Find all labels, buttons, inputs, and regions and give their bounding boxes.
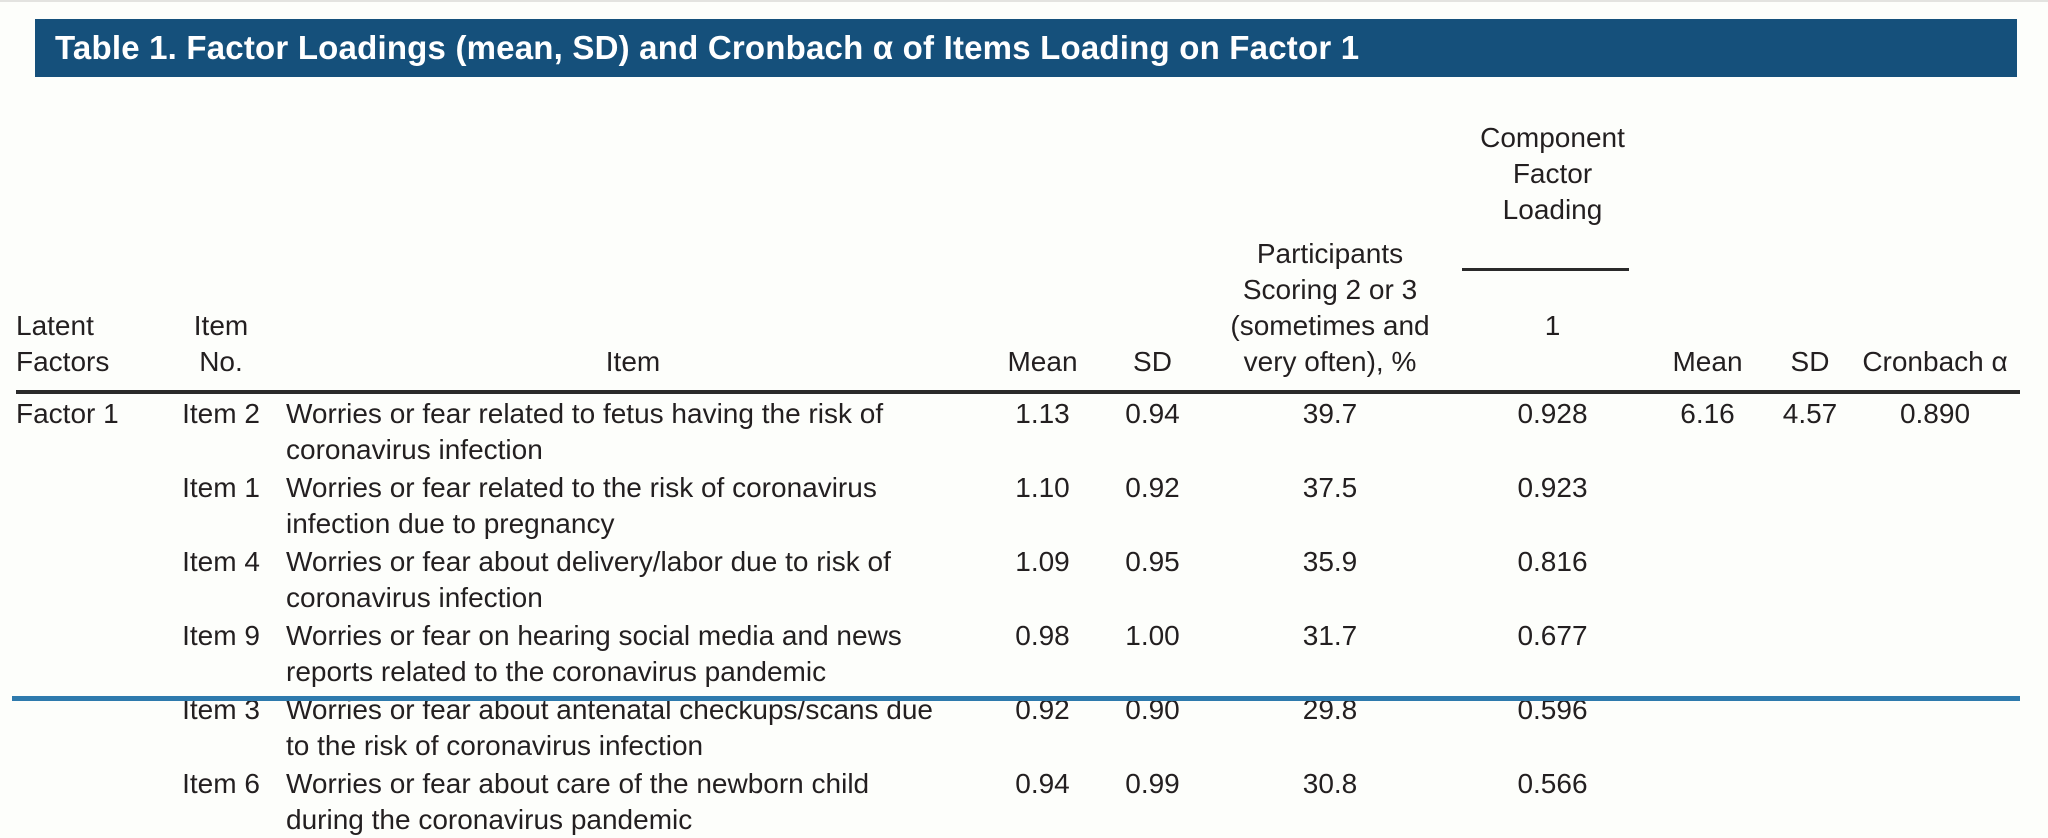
sd-cell: 0.92: [1125, 472, 1180, 503]
sd-cell: 0.90: [1125, 694, 1180, 725]
col-header-sd-factor: SD: [1770, 84, 1850, 394]
latent-factor-cell: [16, 468, 156, 542]
participants-pct-cell: 30.8: [1302, 768, 1358, 799]
sd-cell: 0.99: [1125, 768, 1180, 799]
latent-factor-cell: Factor 1: [16, 398, 119, 429]
item-text-cell: Worries or fear about antenatal checkups…: [286, 694, 933, 761]
cronbach-cell: [1850, 764, 2020, 838]
col-header-participants-pct: Participants Scoring 2 or 3 (sometimes a…: [1200, 84, 1460, 394]
factor-mean-cell: [1645, 542, 1770, 616]
factor-mean-cell: [1645, 468, 1770, 542]
col-header-mean-factor: Mean: [1645, 84, 1770, 394]
loading-cell: 0.677: [1517, 620, 1588, 651]
header-row: Latent Factors Item No. Item Mean SD Par…: [16, 84, 2020, 394]
item-no-cell: Item 3: [182, 694, 260, 725]
col-header-sd-item: SD: [1105, 84, 1200, 394]
table-row-item-1: Item 1 Worries or fear related to the ri…: [16, 468, 2020, 542]
item-text-cell: Worries or fear on hearing social media …: [286, 620, 902, 687]
item-text-cell: Worries or fear related to fetus having …: [286, 398, 884, 465]
col-header-mean-item: Mean: [980, 84, 1105, 394]
col-header-item-no: Item No.: [156, 84, 286, 394]
factor-sd-cell: [1770, 616, 1850, 690]
latent-factor-cell: [16, 764, 156, 838]
factor-sd-cell: 4.57: [1782, 398, 1838, 429]
loading-cell: 0.816: [1517, 546, 1588, 577]
item-text-cell: Worries or fear about delivery/labor due…: [286, 546, 891, 613]
table-row-item-3: Item 3 Worries or fear about antenatal c…: [16, 690, 2020, 764]
cronbach-cell: [1850, 542, 2020, 616]
loading-cell: 0.596: [1517, 694, 1588, 725]
table-row-item-6: Item 6 Worries or fear about care of the…: [16, 764, 2020, 838]
cronbach-cell: [1850, 690, 2020, 764]
latent-factor-cell: [16, 616, 156, 690]
table-row-item-4: Item 4 Worries or fear about delivery/la…: [16, 542, 2020, 616]
bottom-rule: [12, 696, 2020, 701]
factor-mean-cell: [1645, 690, 1770, 764]
item-no-cell: Item 6: [182, 768, 260, 799]
mean-cell: 0.92: [1015, 694, 1070, 725]
factor-sd-cell: [1770, 764, 1850, 838]
factor-sd-cell: [1770, 468, 1850, 542]
mean-cell: 1.10: [1015, 472, 1070, 503]
sd-cell: 0.95: [1125, 546, 1180, 577]
item-no-cell: Item 4: [182, 546, 260, 577]
table-title-bar: Table 1. Factor Loadings (mean, SD) and …: [35, 19, 2017, 77]
factor-mean-cell: [1645, 616, 1770, 690]
participants-pct-cell: 39.7: [1302, 398, 1358, 429]
col-header-cronbach-alpha: Cronbach α: [1850, 84, 2020, 394]
participants-pct-cell: 31.7: [1302, 620, 1358, 651]
factor-sd-cell: [1770, 690, 1850, 764]
mean-cell: 1.09: [1015, 546, 1070, 577]
sd-cell: 1.00: [1125, 620, 1180, 651]
col-header-component-loading: Component Factor Loading 1: [1460, 84, 1645, 394]
factor-loadings-table: Latent Factors Item No. Item Mean SD Par…: [16, 84, 2020, 838]
cronbach-cell: [1850, 616, 2020, 690]
col-header-latent-factors: Latent Factors: [16, 84, 156, 394]
col-header-item: Item: [286, 84, 980, 394]
component-loading-underline: [1462, 268, 1629, 271]
cronbach-cell: 0.890: [1899, 398, 1971, 429]
loading-cell: 0.566: [1517, 768, 1588, 799]
item-text-cell: Worries or fear about care of the newbor…: [286, 768, 870, 835]
table-title: Table 1. Factor Loadings (mean, SD) and …: [55, 29, 1360, 66]
participants-pct-cell: 37.5: [1302, 472, 1358, 503]
sd-cell: 0.94: [1125, 398, 1180, 429]
item-no-cell: Item 2: [182, 398, 260, 429]
mean-cell: 0.98: [1015, 620, 1070, 651]
cronbach-cell: [1850, 468, 2020, 542]
factor-sd-cell: [1770, 542, 1850, 616]
table-row-item-2: Factor 1 Item 2 Worries or fear related …: [16, 392, 2020, 468]
item-no-cell: Item 1: [182, 472, 260, 503]
participants-pct-cell: 29.8: [1302, 694, 1358, 725]
component-loading-label: Component Factor Loading: [1480, 122, 1625, 225]
latent-factor-cell: [16, 542, 156, 616]
mean-cell: 1.13: [1015, 398, 1070, 429]
latent-factor-cell: [16, 690, 156, 764]
item-text-cell: Worries or fear related to the risk of c…: [286, 472, 877, 539]
factor-mean-cell: 6.16: [1680, 398, 1735, 429]
loading-cell: 0.923: [1517, 472, 1588, 503]
factor-mean-cell: [1645, 764, 1770, 838]
loading-cell: 0.928: [1517, 398, 1588, 429]
item-no-cell: Item 9: [182, 620, 260, 651]
table-row-item-9: Item 9 Worries or fear on hearing social…: [16, 616, 2020, 690]
mean-cell: 0.94: [1015, 768, 1070, 799]
component-loading-number: 1: [1544, 310, 1561, 341]
participants-pct-cell: 35.9: [1302, 546, 1358, 577]
